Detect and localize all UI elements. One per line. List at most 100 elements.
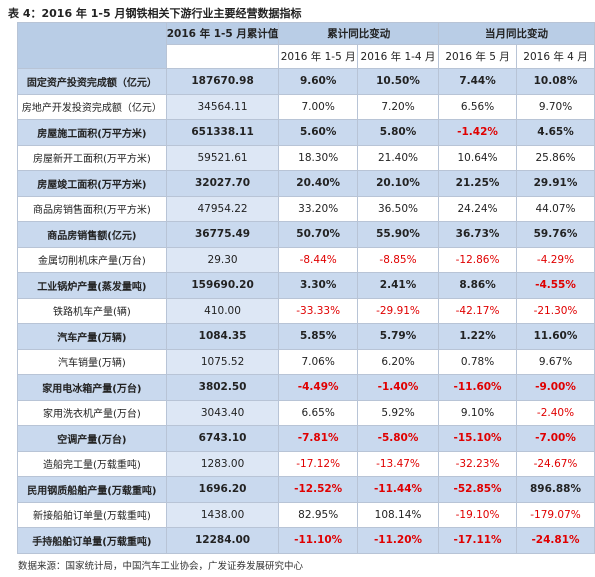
- cell-value: -179.07%: [516, 501, 595, 528]
- cell-value: -12.52%: [278, 476, 358, 503]
- cell-value: -8.44%: [278, 246, 358, 273]
- cell-value: -9.00%: [516, 374, 595, 401]
- data-row: 造船完工量(万载重吨) 1283.00 -17.12% -13.47% -32.23% -…: [17, 450, 595, 477]
- cell-value: 0.78%: [438, 348, 517, 375]
- data-row: 铁路机车产量(辆) 410.00 -33.33% -29.91% -42.17% -21.…: [17, 297, 595, 324]
- cell-value: -4.49%: [278, 374, 358, 401]
- row-label: 房屋竣工面积(万平方米): [17, 170, 167, 197]
- data-row: 商品房销售面积(万平方米) 47954.22 33.20% 36.50% 24.24% 4…: [17, 195, 595, 222]
- data-row: 房地产开发投资完成额（亿元） 34564.11 7.00% 7.20% 6.56% 9.7…: [17, 93, 595, 120]
- cell-value: 6743.10: [165, 425, 280, 452]
- cell-value: 7.20%: [356, 93, 440, 120]
- cell-value: 1438.00: [165, 501, 280, 528]
- row-label: 商品房销售面积(万平方米): [17, 195, 167, 222]
- cell-value: 3.30%: [278, 272, 358, 299]
- cell-value: -12.86%: [438, 246, 517, 273]
- header-blank: [165, 44, 280, 69]
- row-label: 金属切削机床产量(万台): [17, 246, 167, 273]
- cell-value: -2.40%: [516, 399, 595, 426]
- source-note: 数据来源：国家统计局，中国汽车工业协会，广发证券发展研究中心: [18, 561, 304, 572]
- row-label: 商品房销售额(亿元): [17, 221, 167, 248]
- data-row: 新接船舶订单量(万载重吨) 1438.00 82.95% 108.14% -19.10%…: [17, 501, 595, 528]
- row-label: 工业锅炉产量(蒸发量吨): [17, 272, 167, 299]
- row-label: 铁路机车产量(辆): [17, 297, 167, 324]
- cell-value: 1075.52: [165, 348, 280, 375]
- cell-value: -13.47%: [356, 450, 440, 477]
- cell-value: 12284.00: [165, 527, 280, 554]
- cell-value: 47954.22: [165, 195, 280, 222]
- row-label: 汽车产量(万辆): [17, 323, 167, 350]
- cell-value: 651338.11: [165, 119, 280, 146]
- row-label: 手持船舶订单量(万载重吨): [17, 527, 167, 554]
- cell-value: -29.91%: [356, 297, 440, 324]
- header-cell: 当月同比变动: [438, 22, 595, 45]
- data-row: 手持船舶订单量(万载重吨) 12284.00 -11.10% -11.20% -17.1…: [17, 527, 595, 554]
- cell-value: 10.64%: [438, 144, 517, 171]
- cell-value: 896.88%: [516, 476, 595, 503]
- cell-value: -17.11%: [438, 527, 517, 554]
- cell-value: 108.14%: [356, 501, 440, 528]
- cell-value: -11.20%: [356, 527, 440, 554]
- row-label: 汽车销量(万辆): [17, 348, 167, 375]
- cell-value: 20.10%: [356, 170, 440, 197]
- cell-value: 9.10%: [438, 399, 517, 426]
- cell-value: 55.90%: [356, 221, 440, 248]
- cell-value: 4.65%: [516, 119, 595, 146]
- data-row: 空调产量(万台) 6743.10 -7.81% -5.80% -15.10% -7.00%: [17, 425, 595, 452]
- sub-header: 2016 年 1-4 月: [356, 44, 440, 69]
- cell-value: -1.42%: [438, 119, 517, 146]
- header-cell: 累计同比变动: [278, 22, 440, 45]
- cell-value: 44.07%: [516, 195, 595, 222]
- cell-value: 33.20%: [278, 195, 358, 222]
- cell-value: -5.80%: [356, 425, 440, 452]
- cell-value: 11.60%: [516, 323, 595, 350]
- cell-value: 5.80%: [356, 119, 440, 146]
- cell-value: 1084.35: [165, 323, 280, 350]
- cell-value: 8.86%: [438, 272, 517, 299]
- cell-value: 24.24%: [438, 195, 517, 222]
- cell-value: -11.44%: [356, 476, 440, 503]
- cell-value: 20.40%: [278, 170, 358, 197]
- cell-value: 7.00%: [278, 93, 358, 120]
- cell-value: -32.23%: [438, 450, 517, 477]
- row-label: 家用洗衣机产量(万台): [17, 399, 167, 426]
- row-label: 固定资产投资完成额（亿元）: [17, 68, 167, 95]
- cell-value: 159690.20: [165, 272, 280, 299]
- cell-value: -4.55%: [516, 272, 595, 299]
- row-label: 民用钢质船舶产量(万载重吨): [17, 476, 167, 503]
- cell-value: 21.40%: [356, 144, 440, 171]
- cell-value: 32027.70: [165, 170, 280, 197]
- data-row: 房屋施工面积(万平方米) 651338.11 5.60% 5.80% -1.42% 4.6…: [17, 119, 595, 146]
- cell-value: -7.00%: [516, 425, 595, 452]
- cell-value: 36.73%: [438, 221, 517, 248]
- row-label: 家用电冰箱产量(万台): [17, 374, 167, 401]
- cell-value: 2.41%: [356, 272, 440, 299]
- cell-value: 5.60%: [278, 119, 358, 146]
- cell-value: -19.10%: [438, 501, 517, 528]
- sub-header: 2016 年 1-5 月: [278, 44, 358, 69]
- header-row: 2016 年 1-5 月 2016 年 1-4 月 2016 年 5 月 201…: [18, 44, 595, 69]
- data-row: 固定资产投资完成额（亿元） 187670.98 9.60% 10.50% 7.44% 10…: [17, 68, 595, 95]
- cell-value: -1.40%: [356, 374, 440, 401]
- table-title: 表 4：2016 年 1-5 月钢铁相关下游行业主要经营数据指标: [8, 7, 302, 20]
- cell-value: -52.85%: [438, 476, 517, 503]
- data-row: 民用钢质船舶产量(万载重吨) 1696.20 -12.52% -11.44% -52.8…: [17, 476, 595, 503]
- cell-value: -11.10%: [278, 527, 358, 554]
- cell-value: 21.25%: [438, 170, 517, 197]
- cell-value: 59.76%: [516, 221, 595, 248]
- sub-header: 2016 年 4 月: [516, 44, 595, 69]
- cell-value: -24.67%: [516, 450, 595, 477]
- cell-value: -7.81%: [278, 425, 358, 452]
- cell-value: 9.67%: [516, 348, 595, 375]
- cell-value: 82.95%: [278, 501, 358, 528]
- data-table: 2016 年 1-5 月累计值 累计同比变动 当月同比变动 2016 年 1-5…: [17, 22, 595, 554]
- cell-value: 5.79%: [356, 323, 440, 350]
- data-row: 家用洗衣机产量(万台) 3043.40 6.65% 5.92% 9.10% -2.40%: [17, 399, 595, 426]
- cell-value: 6.56%: [438, 93, 517, 120]
- cell-value: 1283.00: [165, 450, 280, 477]
- cell-value: -21.30%: [516, 297, 595, 324]
- data-row: 房屋竣工面积(万平方米) 32027.70 20.40% 20.10% 21.25% 29…: [17, 170, 595, 197]
- row-label: 空调产量(万台): [17, 425, 167, 452]
- cell-value: 410.00: [165, 297, 280, 324]
